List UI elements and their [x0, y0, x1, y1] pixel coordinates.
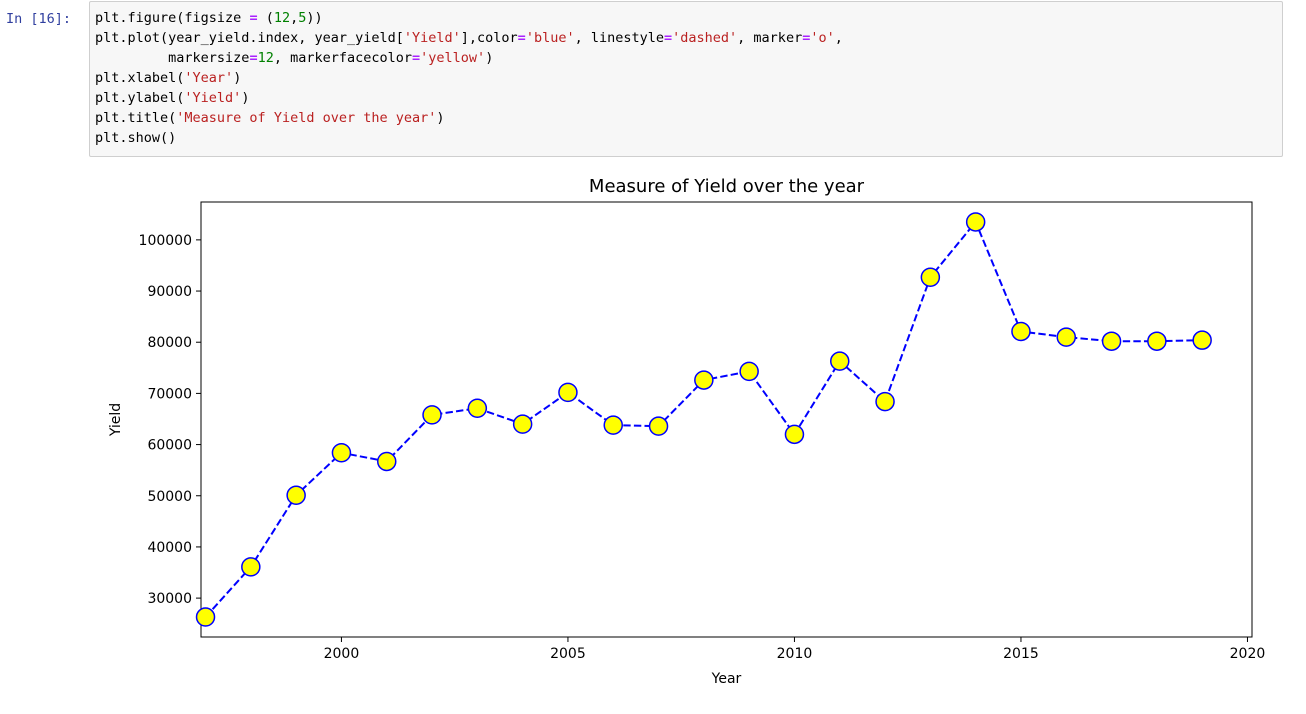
- code-token: plt.plot(year_yield.index, year_yield[: [95, 30, 404, 46]
- data-point: [195, 607, 216, 627]
- data-point: [784, 424, 805, 445]
- data-point: [467, 398, 488, 418]
- code-token: 12: [257, 50, 274, 66]
- code-token: plt.ylabel(: [95, 90, 185, 106]
- y-tick-label: 100000: [139, 233, 192, 249]
- code-token: =: [802, 30, 811, 46]
- code-token: 'Measure of Yield over the year': [176, 110, 437, 126]
- data-point: [1192, 330, 1212, 350]
- code-token: )): [306, 10, 323, 26]
- chart-title: Measure of Yield over the year: [589, 176, 865, 197]
- data-point: [331, 443, 352, 463]
- data-point: [241, 557, 261, 577]
- code-token: , linestyle: [574, 30, 664, 46]
- code-line: plt.plot(year_yield.index, year_yield['Y…: [95, 28, 1277, 48]
- code-token: =: [664, 30, 673, 46]
- data-point: [920, 267, 941, 287]
- code-token: (: [257, 10, 274, 26]
- data-point: [1056, 327, 1077, 347]
- code-line: plt.show(): [95, 128, 1277, 148]
- data-point: [1011, 321, 1031, 342]
- data-point: [422, 405, 442, 425]
- code-token: 'Yield': [403, 30, 461, 46]
- x-tick-label: 2000: [324, 646, 360, 662]
- code-editor[interactable]: plt.figure(figsize = (12,5)) plt.plot(yea…: [89, 1, 1283, 157]
- code-token: plt.show(): [95, 130, 177, 146]
- code-token: ,: [290, 10, 299, 26]
- code-line: plt.xlabel('Year'): [95, 68, 1277, 88]
- x-axis-label: Year: [711, 671, 742, 687]
- y-axis-label: Yield: [108, 403, 124, 437]
- input-prompt: In [16]:: [6, 11, 72, 27]
- series-line: [204, 220, 1203, 618]
- code-token: 'Year': [184, 70, 234, 86]
- data-point: [1147, 331, 1167, 351]
- x-tick-label: 2010: [777, 646, 813, 662]
- x-tick-label: 2005: [550, 646, 586, 662]
- code-token: =: [249, 10, 258, 26]
- code-token: 'o': [810, 30, 835, 46]
- code-token: 'blue': [525, 30, 575, 46]
- cell-output: Measure of Yield over the year 2000 2005 20…: [89, 160, 1279, 705]
- x-tick-label: 2015: [1003, 646, 1039, 662]
- code-token: , markerfacecolor: [273, 50, 413, 66]
- code-token: 12: [273, 10, 291, 26]
- code-token: =: [249, 50, 258, 66]
- code-token: ): [436, 110, 445, 126]
- data-point: [603, 415, 623, 435]
- code-token: ): [233, 70, 242, 86]
- plot-frame: [200, 201, 1253, 638]
- code-line: plt.ylabel('Yield'): [95, 88, 1277, 108]
- code-token: ,: [834, 30, 843, 46]
- y-tick-label: 90000: [147, 284, 192, 300]
- code-token: 'yellow': [420, 50, 486, 66]
- data-point: [694, 370, 714, 390]
- data-point: [830, 351, 850, 371]
- code-line: plt.title('Measure of Yield over the yea…: [95, 108, 1277, 128]
- code-token: markersize: [95, 50, 250, 66]
- data-point: [512, 414, 533, 434]
- code-token: ): [241, 90, 250, 106]
- code-token: 5: [298, 10, 307, 26]
- data-point: [965, 212, 986, 232]
- code-token: =: [412, 50, 421, 66]
- code-line: markersize=12, markerfacecolor='yellow'): [95, 48, 1277, 68]
- data-point: [648, 416, 669, 436]
- code-token: 'dashed': [672, 30, 738, 46]
- data-point: [558, 382, 578, 403]
- data-point: [739, 361, 759, 382]
- code-line: plt.figure(figsize = (12,5)): [95, 8, 1277, 28]
- data-point: [376, 451, 397, 472]
- y-tick-label: 60000: [147, 438, 192, 454]
- code-token: ],color: [460, 30, 518, 46]
- data-point: [1101, 331, 1122, 351]
- code-token: plt.figure(figsize: [95, 10, 250, 26]
- y-tick-label: 70000: [147, 386, 192, 402]
- line-chart: Measure of Yield over the year 2000 2005 20…: [108, 176, 1266, 687]
- y-tick-label: 40000: [147, 540, 192, 556]
- x-tick-label: 2020: [1230, 646, 1266, 662]
- code-token: 'Yield': [184, 90, 242, 106]
- y-tick-label: 50000: [147, 489, 192, 505]
- y-tick-label: 30000: [147, 591, 192, 607]
- code-token: , marker: [737, 30, 803, 46]
- data-point: [286, 485, 306, 505]
- data-point: [875, 391, 895, 412]
- code-token: =: [517, 30, 526, 46]
- code-token: plt.xlabel(: [95, 70, 185, 86]
- code-token: ): [485, 50, 494, 66]
- y-tick-label: 80000: [147, 335, 192, 351]
- code-token: plt.title(: [95, 110, 177, 126]
